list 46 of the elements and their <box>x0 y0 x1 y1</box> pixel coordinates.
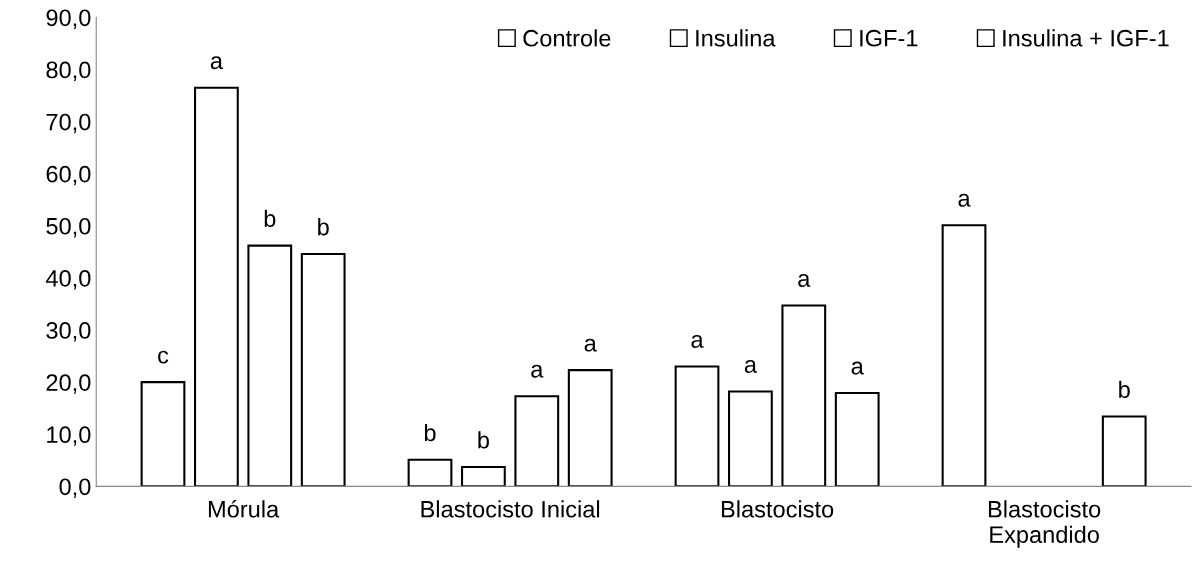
data-label: c <box>158 350 169 364</box>
y-tick-label: 40,0 <box>45 269 91 290</box>
bar <box>407 458 453 487</box>
x-tick-label: Mórula <box>208 499 280 518</box>
y-tick-label: 90,0 <box>46 9 91 29</box>
legend-label: Controle <box>523 29 611 47</box>
data-label: a <box>744 360 757 373</box>
y-tick-label: 20,0 <box>46 374 91 394</box>
bar <box>1101 415 1147 487</box>
bar <box>461 466 506 487</box>
data-label: b <box>1119 380 1130 398</box>
bar <box>514 395 560 487</box>
data-label: b <box>478 431 489 449</box>
bar <box>247 244 293 487</box>
y-tick-label: 80,0 <box>46 61 91 82</box>
bar <box>674 365 720 487</box>
data-label: a <box>798 274 811 287</box>
bar <box>781 304 827 487</box>
legend-label: Insulina + IGF-1 <box>1003 29 1169 47</box>
y-tick-label: 0,0 <box>59 478 91 498</box>
x-tick-label: Blastocisto Expandido <box>988 500 1101 548</box>
legend-label: Insulina <box>696 29 776 47</box>
data-label: a <box>851 361 864 375</box>
data-label: a <box>958 193 971 207</box>
y-tick-label: 30,0 <box>46 322 91 342</box>
x-tick-label: Blastocisto Inicial <box>421 500 600 518</box>
bar <box>834 392 880 487</box>
bar <box>193 86 239 487</box>
y-tick-label: 50,0 <box>46 217 91 238</box>
data-label: a <box>691 335 704 348</box>
data-label: b <box>318 218 329 236</box>
legend-label: IGF-1 <box>860 29 918 47</box>
data-label: a <box>210 56 223 70</box>
bar <box>140 381 186 487</box>
bar <box>567 369 613 487</box>
data-label: b <box>264 209 276 228</box>
data-label: b <box>424 423 436 442</box>
bar <box>728 390 773 487</box>
bar <box>300 252 346 487</box>
y-tick-label: 70,0 <box>46 113 91 134</box>
y-tick-label: 60,0 <box>46 165 91 186</box>
bar <box>941 224 987 487</box>
x-tick-label: Blastocisto <box>721 500 834 518</box>
data-label: a <box>584 338 597 352</box>
y-tick-label: 10,0 <box>47 426 91 446</box>
data-label: a <box>531 364 544 378</box>
